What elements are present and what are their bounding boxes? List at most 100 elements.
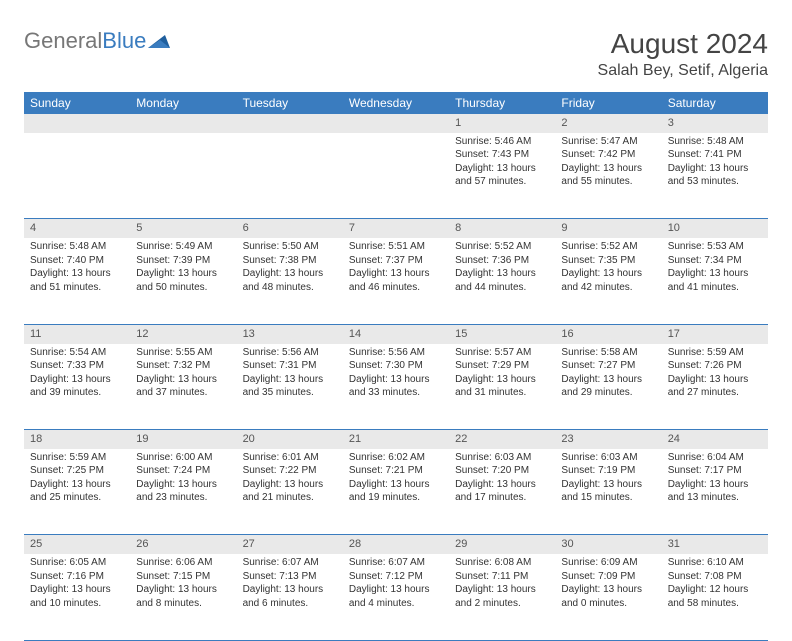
calendar-table: Sunday Monday Tuesday Wednesday Thursday…	[24, 92, 768, 641]
weekday-header: Thursday	[449, 92, 555, 114]
day-cell: Sunrise: 6:02 AMSunset: 7:21 PMDaylight:…	[343, 449, 449, 535]
sunrise-line: Sunrise: 6:05 AM	[30, 556, 124, 570]
day-number	[237, 114, 343, 133]
sunset-line: Sunset: 7:09 PM	[561, 570, 655, 584]
sunrise-line: Sunrise: 6:00 AM	[136, 451, 230, 465]
sunset-line: Sunset: 7:11 PM	[455, 570, 549, 584]
day-number: 18	[24, 430, 130, 449]
daylight-line: Daylight: 13 hours and 25 minutes.	[30, 478, 124, 505]
week-row: Sunrise: 5:59 AMSunset: 7:25 PMDaylight:…	[24, 449, 768, 535]
daylight-line: Daylight: 13 hours and 55 minutes.	[561, 162, 655, 189]
sunrise-line: Sunrise: 5:48 AM	[30, 240, 124, 254]
sunrise-line: Sunrise: 5:51 AM	[349, 240, 443, 254]
day-cell: Sunrise: 5:58 AMSunset: 7:27 PMDaylight:…	[555, 344, 661, 430]
daylight-line: Daylight: 13 hours and 53 minutes.	[668, 162, 762, 189]
day-cell: Sunrise: 5:48 AMSunset: 7:40 PMDaylight:…	[24, 238, 130, 324]
day-cell: Sunrise: 5:54 AMSunset: 7:33 PMDaylight:…	[24, 344, 130, 430]
week-row: Sunrise: 5:54 AMSunset: 7:33 PMDaylight:…	[24, 344, 768, 430]
sunrise-line: Sunrise: 6:01 AM	[243, 451, 337, 465]
day-cell-body: Sunrise: 5:59 AMSunset: 7:25 PMDaylight:…	[24, 449, 130, 509]
sunset-line: Sunset: 7:43 PM	[455, 148, 549, 162]
location-label: Salah Bey, Setif, Algeria	[598, 62, 768, 80]
sunset-line: Sunset: 7:33 PM	[30, 359, 124, 373]
day-cell: Sunrise: 5:56 AMSunset: 7:30 PMDaylight:…	[343, 344, 449, 430]
day-number-row: 45678910	[24, 219, 768, 238]
sunrise-line: Sunrise: 5:52 AM	[455, 240, 549, 254]
day-cell-body: Sunrise: 5:49 AMSunset: 7:39 PMDaylight:…	[130, 238, 236, 298]
sunset-line: Sunset: 7:32 PM	[136, 359, 230, 373]
day-number	[24, 114, 130, 133]
brand-part1: General	[24, 28, 102, 54]
daylight-line: Daylight: 13 hours and 42 minutes.	[561, 267, 655, 294]
daylight-line: Daylight: 13 hours and 57 minutes.	[455, 162, 549, 189]
sunrise-line: Sunrise: 5:49 AM	[136, 240, 230, 254]
sunrise-line: Sunrise: 5:59 AM	[30, 451, 124, 465]
day-number: 16	[555, 324, 661, 343]
weekday-header: Friday	[555, 92, 661, 114]
day-cell-body: Sunrise: 5:50 AMSunset: 7:38 PMDaylight:…	[237, 238, 343, 298]
daylight-line: Daylight: 13 hours and 21 minutes.	[243, 478, 337, 505]
day-cell: Sunrise: 5:59 AMSunset: 7:25 PMDaylight:…	[24, 449, 130, 535]
sunrise-line: Sunrise: 5:46 AM	[455, 135, 549, 149]
weekday-header: Saturday	[662, 92, 768, 114]
day-cell: Sunrise: 5:52 AMSunset: 7:35 PMDaylight:…	[555, 238, 661, 324]
day-number: 29	[449, 535, 555, 554]
brand-part2: Blue	[102, 28, 146, 54]
day-cell: Sunrise: 5:59 AMSunset: 7:26 PMDaylight:…	[662, 344, 768, 430]
day-cell-body: Sunrise: 5:54 AMSunset: 7:33 PMDaylight:…	[24, 344, 130, 404]
day-cell: Sunrise: 5:53 AMSunset: 7:34 PMDaylight:…	[662, 238, 768, 324]
day-number-row: 18192021222324	[24, 430, 768, 449]
day-cell: Sunrise: 6:04 AMSunset: 7:17 PMDaylight:…	[662, 449, 768, 535]
weekday-header: Sunday	[24, 92, 130, 114]
sunset-line: Sunset: 7:31 PM	[243, 359, 337, 373]
day-number: 8	[449, 219, 555, 238]
day-number-row: 25262728293031	[24, 535, 768, 554]
day-number: 2	[555, 114, 661, 133]
sunset-line: Sunset: 7:39 PM	[136, 254, 230, 268]
sunset-line: Sunset: 7:38 PM	[243, 254, 337, 268]
day-number: 5	[130, 219, 236, 238]
sunrise-line: Sunrise: 5:54 AM	[30, 346, 124, 360]
sunrise-line: Sunrise: 6:03 AM	[455, 451, 549, 465]
calendar-body: 123Sunrise: 5:46 AMSunset: 7:43 PMDaylig…	[24, 114, 768, 640]
day-cell-body: Sunrise: 5:51 AMSunset: 7:37 PMDaylight:…	[343, 238, 449, 298]
day-cell-body: Sunrise: 6:07 AMSunset: 7:12 PMDaylight:…	[343, 554, 449, 614]
day-number: 25	[24, 535, 130, 554]
logo-triangle-icon	[148, 28, 170, 54]
sunrise-line: Sunrise: 6:04 AM	[668, 451, 762, 465]
day-cell-body: Sunrise: 6:03 AMSunset: 7:20 PMDaylight:…	[449, 449, 555, 509]
day-cell-body: Sunrise: 6:00 AMSunset: 7:24 PMDaylight:…	[130, 449, 236, 509]
day-cell-body: Sunrise: 6:01 AMSunset: 7:22 PMDaylight:…	[237, 449, 343, 509]
day-cell: Sunrise: 5:55 AMSunset: 7:32 PMDaylight:…	[130, 344, 236, 430]
sunrise-line: Sunrise: 6:07 AM	[349, 556, 443, 570]
day-number: 4	[24, 219, 130, 238]
day-cell-body: Sunrise: 5:48 AMSunset: 7:41 PMDaylight:…	[662, 133, 768, 193]
day-cell: Sunrise: 6:07 AMSunset: 7:13 PMDaylight:…	[237, 554, 343, 640]
day-cell: Sunrise: 5:48 AMSunset: 7:41 PMDaylight:…	[662, 133, 768, 219]
day-cell-body: Sunrise: 6:06 AMSunset: 7:15 PMDaylight:…	[130, 554, 236, 614]
day-cell: Sunrise: 6:06 AMSunset: 7:15 PMDaylight:…	[130, 554, 236, 640]
daylight-line: Daylight: 13 hours and 50 minutes.	[136, 267, 230, 294]
day-cell	[237, 133, 343, 219]
day-number: 11	[24, 324, 130, 343]
daylight-line: Daylight: 13 hours and 15 minutes.	[561, 478, 655, 505]
day-number: 28	[343, 535, 449, 554]
week-row: Sunrise: 5:48 AMSunset: 7:40 PMDaylight:…	[24, 238, 768, 324]
sunrise-line: Sunrise: 5:53 AM	[668, 240, 762, 254]
day-cell: Sunrise: 5:56 AMSunset: 7:31 PMDaylight:…	[237, 344, 343, 430]
sunset-line: Sunset: 7:16 PM	[30, 570, 124, 584]
day-number	[343, 114, 449, 133]
day-cell-body: Sunrise: 5:46 AMSunset: 7:43 PMDaylight:…	[449, 133, 555, 193]
sunrise-line: Sunrise: 5:56 AM	[243, 346, 337, 360]
sunrise-line: Sunrise: 5:56 AM	[349, 346, 443, 360]
day-number: 21	[343, 430, 449, 449]
sunrise-line: Sunrise: 6:10 AM	[668, 556, 762, 570]
day-cell	[343, 133, 449, 219]
day-cell-body: Sunrise: 5:56 AMSunset: 7:30 PMDaylight:…	[343, 344, 449, 404]
day-cell: Sunrise: 6:08 AMSunset: 7:11 PMDaylight:…	[449, 554, 555, 640]
day-number	[130, 114, 236, 133]
sunrise-line: Sunrise: 6:08 AM	[455, 556, 549, 570]
sunset-line: Sunset: 7:36 PM	[455, 254, 549, 268]
day-cell-body: Sunrise: 6:05 AMSunset: 7:16 PMDaylight:…	[24, 554, 130, 614]
daylight-line: Daylight: 13 hours and 6 minutes.	[243, 583, 337, 610]
